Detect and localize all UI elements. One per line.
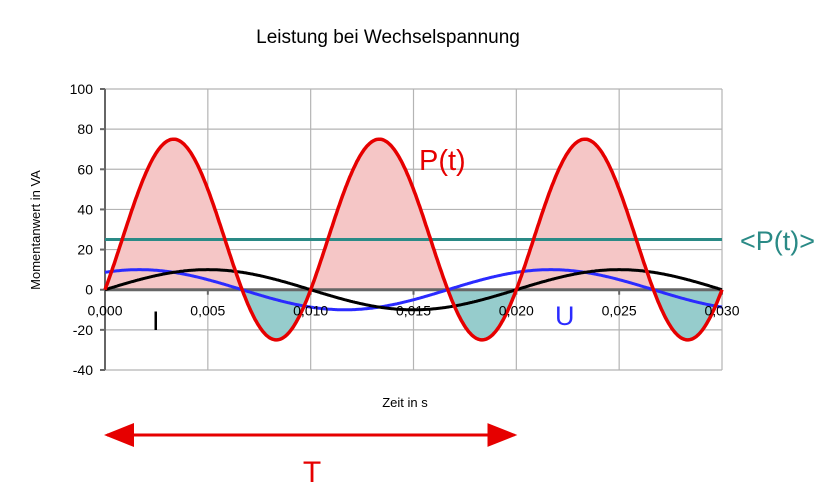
y-tick-label: 20 (77, 242, 93, 258)
chart-title: Leistung bei Wechselspannung (256, 27, 520, 48)
y-tick-label: 100 (70, 81, 94, 97)
series-label-i: I (152, 306, 160, 336)
y-tick-labels: -40 -20 0 20 40 60 80 100 (70, 81, 94, 378)
y-axis-label: Momentanwert in VA (28, 170, 43, 290)
y-tick-label: 40 (77, 201, 93, 217)
positive-power-area (105, 139, 722, 290)
y-tick-label: 60 (77, 161, 93, 177)
x-tick-label: 0,005 (190, 303, 225, 319)
series-i-line (104, 268, 723, 312)
negative-power-area (105, 289, 722, 340)
series-u-line (104, 268, 723, 312)
series-p-line (103, 137, 724, 342)
x-tick-label: 0,020 (499, 303, 534, 319)
y-tick-label: -20 (73, 322, 93, 338)
series-label-p: P(t) (419, 145, 466, 177)
power-fill (105, 139, 722, 340)
x-tick-label: 0,000 (87, 303, 122, 319)
x-tick-label: 0,015 (396, 303, 431, 319)
x-tick-label: 0,010 (293, 303, 328, 319)
x-axis-label: Zeit in s (382, 395, 428, 410)
y-tick-label: -40 (73, 362, 93, 378)
series-label-u: U (555, 301, 575, 331)
series-lines (103, 137, 724, 342)
period-label: T (303, 456, 321, 489)
x-tick-label: 0,030 (704, 303, 739, 319)
x-tick-label: 0,025 (602, 303, 637, 319)
y-tick-label: 80 (77, 121, 93, 137)
y-tick-label: 0 (85, 282, 93, 298)
x-tick-labels: 0,000 0,005 0,010 0,015 0,020 0,025 0,030 (87, 303, 739, 319)
series-label-mean-p: <P(t)> (740, 226, 815, 256)
